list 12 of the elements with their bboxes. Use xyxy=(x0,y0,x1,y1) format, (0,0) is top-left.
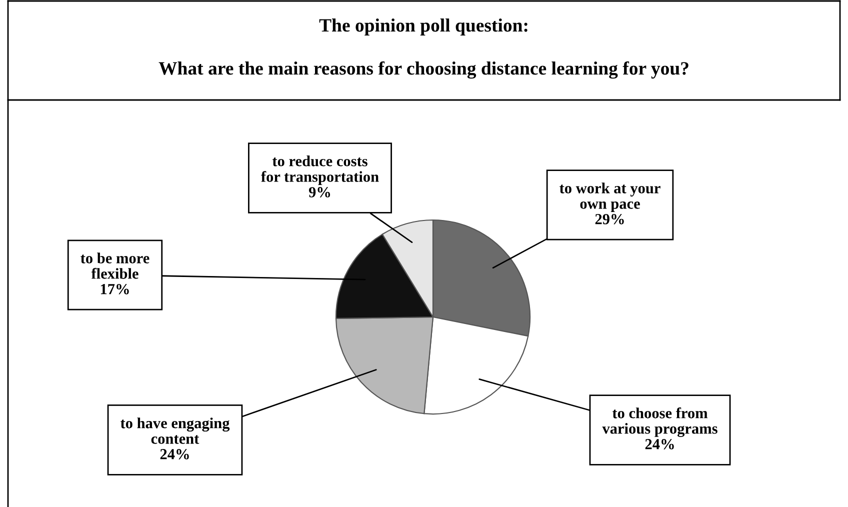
data-label: 17% xyxy=(100,284,129,294)
slice-label: to reduce costs for transportation xyxy=(261,156,379,186)
data-label: 24% xyxy=(160,449,189,460)
slice-label: to choose from various programs xyxy=(602,407,718,437)
data-label: 24% xyxy=(645,439,674,450)
data-label: 29% xyxy=(595,214,624,224)
slice-label: to be more flexible xyxy=(80,252,150,279)
data-label: 9% xyxy=(308,187,330,198)
slice-label: to have engaging content xyxy=(120,418,230,444)
chart-title: The opinion poll question: xyxy=(319,18,528,36)
slice-label: to work at your own pace xyxy=(560,182,660,212)
chart-subtitle: What are the main reasons for choosing distance learning for you? xyxy=(158,61,688,79)
